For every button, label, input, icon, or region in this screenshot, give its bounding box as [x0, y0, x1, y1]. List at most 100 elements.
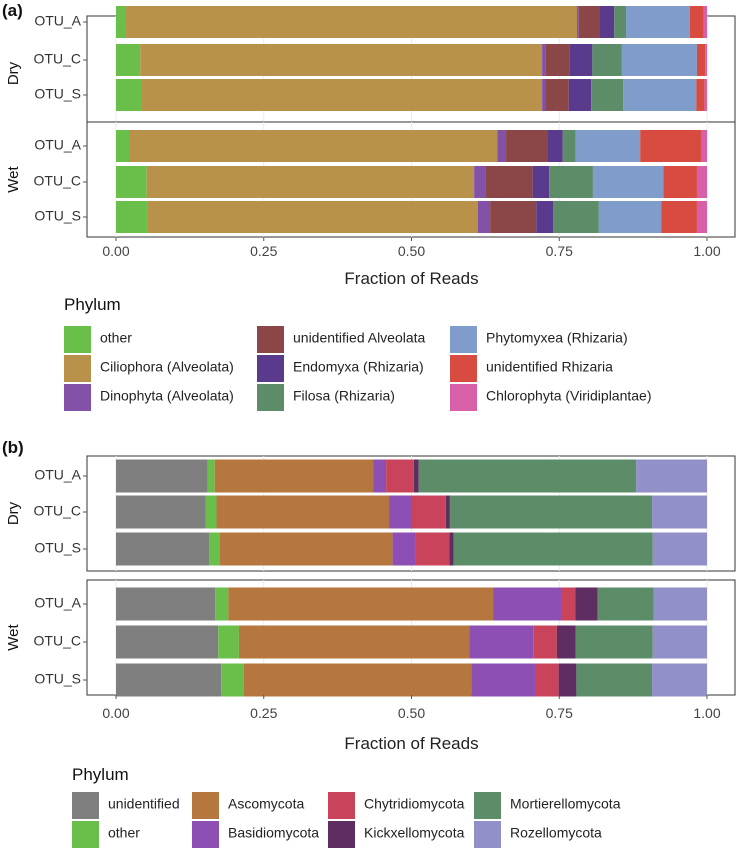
legend-label: Kickxellomycota: [364, 825, 465, 841]
bar-segment-chlorophyta-viridiplantae: [704, 79, 707, 111]
legend-label: Rozellomycota: [510, 825, 602, 841]
bar-segment-chlorophyta-viridiplantae: [696, 166, 707, 198]
bar-segment-ciliophora-alveolata: [146, 166, 475, 198]
bar-segment-rozellomycota: [652, 625, 707, 659]
bar-segment-other: [207, 459, 215, 493]
legend-item: Mortierellomycota: [474, 792, 621, 819]
row-label: OTU_A: [34, 467, 81, 483]
legend-swatch: [257, 326, 284, 353]
bar-segment-filosa-rhizaria: [591, 79, 624, 111]
legend-item: other: [64, 326, 132, 353]
bar-segment-other: [221, 663, 244, 697]
bar-segment-filosa-rhizaria: [614, 6, 627, 38]
bar-segment-unidentified-rhizaria: [696, 44, 706, 76]
legend-item: Kickxellomycota: [328, 821, 465, 848]
legend-label: Dinophyta (Alveolata): [100, 388, 234, 404]
x-tick-label: 0.75: [546, 705, 573, 721]
legend-swatch: [64, 355, 91, 382]
bar-segment-basidiomycota: [389, 495, 412, 529]
bar-segment-phytomyxea-rhizaria: [598, 201, 662, 233]
row-label: OTU_C: [34, 633, 81, 649]
legend-swatch: [450, 384, 477, 411]
bar-segment-dinophyta-alveolata: [542, 79, 546, 111]
bar-segment-dinophyta-alveolata: [474, 166, 486, 198]
legend-swatch: [450, 326, 477, 353]
bar-segment-mortierellomycota: [453, 532, 653, 566]
legend-title: Phylum: [72, 765, 129, 784]
panel-tag: (a): [2, 1, 23, 20]
row-label: OTU_S: [34, 671, 81, 687]
legend-label: unidentified Rhizaria: [486, 359, 613, 375]
bar-segment-unidentified: [116, 625, 219, 659]
legend-item: Chytridiomycota: [328, 792, 465, 819]
legend-item: Dinophyta (Alveolata): [64, 384, 234, 411]
bar-segment-phytomyxea-rhizaria: [623, 79, 697, 111]
legend-item: Filosa (Rhizaria): [257, 384, 395, 411]
legend-swatch: [474, 821, 501, 848]
bar-segment-mortierellomycota: [576, 663, 653, 697]
x-tick-label: 1.00: [693, 243, 720, 259]
legend-swatch: [72, 792, 99, 819]
bar-segment-filosa-rhizaria: [562, 130, 576, 162]
legend-label: Chytridiomycota: [364, 796, 465, 812]
bar-segment-other: [218, 625, 239, 659]
bar-segment-filosa-rhizaria: [592, 44, 622, 76]
x-axis-title: Fraction of Reads: [344, 734, 478, 753]
bar-segment-phytomyxea-rhizaria: [575, 130, 641, 162]
bar-segment-dinophyta-alveolata: [542, 44, 546, 76]
legend-item: Chlorophyta (Viridiplantae): [450, 384, 652, 411]
bar-segment-rozellomycota: [652, 495, 707, 529]
row-label: OTU_A: [34, 137, 81, 153]
bar-segment-other: [205, 495, 217, 529]
legend-swatch: [64, 384, 91, 411]
bar-segment-phytomyxea-rhizaria: [626, 6, 690, 38]
x-tick-label: 0.25: [250, 243, 277, 259]
bar-segment-chytridiomycota: [561, 587, 576, 621]
bar-segment-chlorophyta-viridiplantae: [705, 44, 707, 76]
bar-segment-mortierellomycota: [418, 459, 637, 493]
bar-segment-ascomycota: [214, 459, 374, 493]
legend-label: unidentified Alveolata: [293, 330, 426, 346]
legend-item: Endomyxa (Rhizaria): [257, 355, 424, 382]
bar-segment-unidentified: [116, 587, 216, 621]
bar-segment-other: [215, 587, 229, 621]
row-label: OTU_C: [34, 503, 81, 519]
row-label: OTU_S: [34, 86, 81, 102]
bar-segment-other: [116, 79, 143, 111]
legend-label: unidentified: [108, 796, 180, 812]
legend-swatch: [192, 792, 219, 819]
bar-segment-endomyxa-rhizaria: [536, 201, 554, 233]
bar-segment-unidentified: [116, 495, 206, 529]
bar-segment-other: [116, 201, 148, 233]
legend-item: unidentified Rhizaria: [450, 355, 613, 382]
bar-segment-unidentified-alveolata: [490, 201, 537, 233]
x-tick-label: 0.50: [398, 705, 425, 721]
facet-label: Dry: [5, 61, 22, 85]
bar-segment-ciliophora-alveolata: [147, 201, 478, 233]
bar-segment-unidentified: [116, 532, 210, 566]
legend-label: Phytomyxea (Rhizaria): [486, 330, 628, 346]
legend-swatch: [72, 821, 99, 848]
bar-segment-rozellomycota: [653, 587, 707, 621]
bar-segment-dinophyta-alveolata: [576, 6, 579, 38]
row-label: OTU_C: [34, 51, 81, 67]
bar-segment-endomyxa-rhizaria: [569, 44, 593, 76]
bar-segment-chlorophyta-viridiplantae: [701, 130, 707, 162]
bar-segment-filosa-rhizaria: [549, 166, 593, 198]
bar-segment-unidentified: [116, 459, 208, 493]
bar-segment-chytridiomycota: [415, 532, 450, 566]
bar-segment-endomyxa-rhizaria: [568, 79, 592, 111]
x-axis-title: Fraction of Reads: [344, 269, 478, 288]
bar-segment-basidiomycota: [392, 532, 416, 566]
facet-label: Wet: [5, 165, 22, 192]
bar-segment-unidentified-alveolata: [578, 6, 600, 38]
bar-segment-phytomyxea-rhizaria: [621, 44, 697, 76]
bar-segment-unidentified-rhizaria: [696, 79, 705, 111]
bar-segment-chytridiomycota: [535, 663, 559, 697]
chart-panel-a: (a) Dry OTU_A OTU_C OTU_S Wet OTU_A OTU_C OTU_S 0…: [2, 1, 736, 411]
bar-segment-chlorophyta-viridiplantae: [696, 201, 707, 233]
legend-swatch: [450, 355, 477, 382]
bar-segment-rozellomycota: [652, 663, 707, 697]
bar-segment-ciliophora-alveolata: [142, 79, 543, 111]
